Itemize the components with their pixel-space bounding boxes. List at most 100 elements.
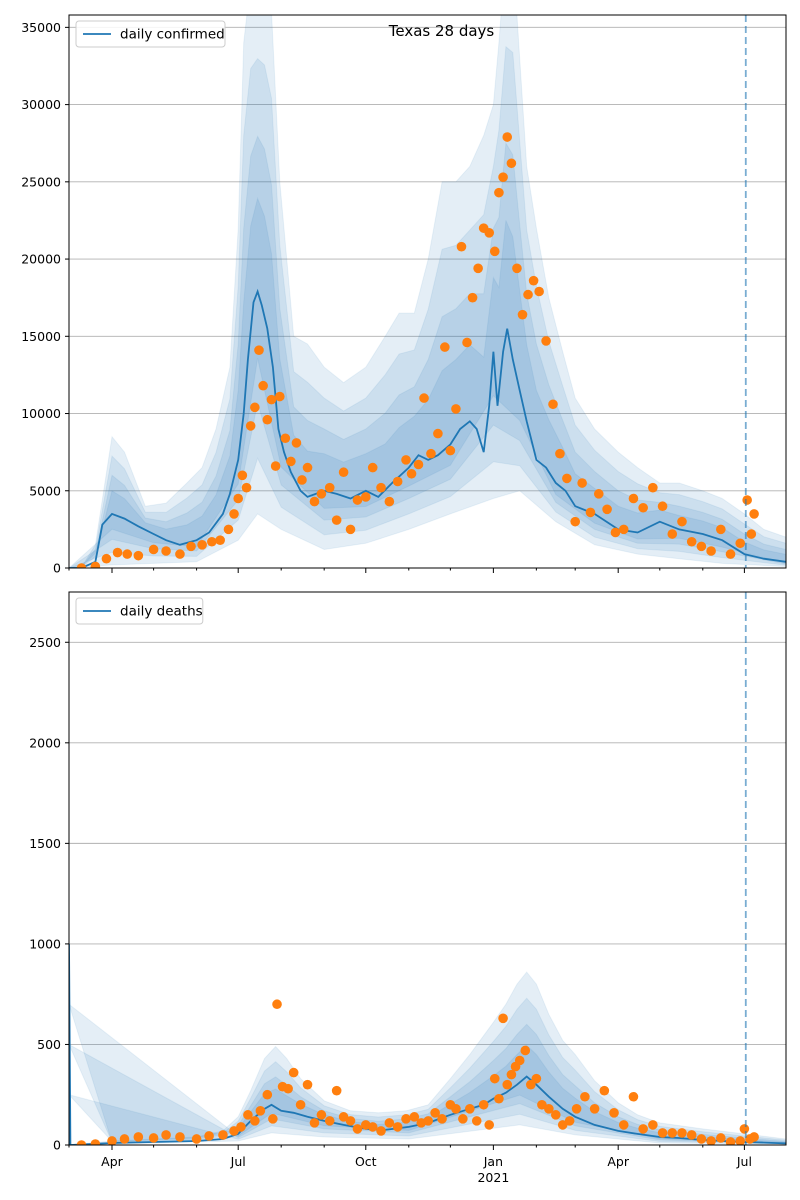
data-point xyxy=(696,1134,707,1144)
x-tick-label: Jul xyxy=(736,1154,752,1169)
data-point xyxy=(133,550,144,561)
legend-label: daily confirmed xyxy=(120,27,225,43)
data-point xyxy=(197,540,207,550)
data-point xyxy=(725,1137,736,1145)
data-point xyxy=(367,1122,378,1132)
data-point xyxy=(161,1130,171,1140)
y-tick-label: 2500 xyxy=(29,635,61,650)
data-point xyxy=(609,1108,619,1118)
data-point xyxy=(534,286,544,297)
data-point xyxy=(133,1132,144,1142)
data-point xyxy=(667,1128,678,1138)
data-point xyxy=(498,172,508,182)
data-point xyxy=(122,549,133,559)
data-point xyxy=(352,1124,363,1134)
data-point xyxy=(677,1128,687,1138)
data-point xyxy=(286,456,296,467)
data-point xyxy=(686,536,697,547)
data-point xyxy=(90,561,101,568)
data-point xyxy=(233,493,243,504)
data-point xyxy=(555,448,565,459)
data-point xyxy=(401,455,411,465)
data-point xyxy=(360,492,371,502)
data-point xyxy=(90,1139,101,1145)
y-tick-label: 5000 xyxy=(29,483,61,498)
data-point xyxy=(478,1099,489,1110)
data-point xyxy=(392,476,403,487)
data-point xyxy=(324,1116,335,1126)
data-point xyxy=(384,496,395,507)
data-point xyxy=(484,1120,495,1130)
data-point xyxy=(628,1091,639,1102)
data-point xyxy=(512,263,522,274)
data-point xyxy=(571,1104,582,1114)
data-point xyxy=(148,544,159,555)
data-point xyxy=(236,1122,246,1132)
data-point xyxy=(506,158,517,169)
data-point xyxy=(564,1116,575,1126)
data-point xyxy=(245,421,256,431)
data-point xyxy=(523,289,533,300)
data-point xyxy=(207,536,217,547)
data-point xyxy=(437,1114,447,1124)
data-point xyxy=(706,1136,716,1145)
data-point xyxy=(161,546,171,556)
data-point xyxy=(548,399,558,410)
data-point xyxy=(423,1116,433,1126)
legend: daily deaths xyxy=(75,597,204,625)
data-point xyxy=(175,549,185,559)
data-point xyxy=(367,462,378,473)
data-point xyxy=(657,1128,668,1138)
data-point xyxy=(517,309,528,320)
y-tick-label: 25000 xyxy=(21,174,61,189)
data-point xyxy=(502,132,513,142)
data-point xyxy=(494,1093,504,1104)
data-point xyxy=(471,1116,482,1126)
data-point xyxy=(593,489,604,499)
data-point xyxy=(406,468,417,479)
data-point xyxy=(331,1085,342,1096)
data-point xyxy=(484,228,495,238)
data-point xyxy=(433,428,443,439)
data-point xyxy=(585,507,596,518)
data-point xyxy=(451,1104,461,1114)
data-point xyxy=(648,482,658,493)
data-point xyxy=(638,1124,648,1134)
data-point xyxy=(528,275,539,286)
data-point xyxy=(338,1112,349,1122)
data-point xyxy=(255,1106,266,1116)
data-point xyxy=(112,547,123,558)
data-point xyxy=(648,1120,658,1130)
data-point xyxy=(531,1073,542,1084)
data-point xyxy=(229,509,239,519)
data-point xyxy=(618,1120,629,1130)
data-point xyxy=(506,1069,517,1080)
data-point xyxy=(498,1013,508,1024)
y-tick-label: 30000 xyxy=(21,97,61,112)
data-point xyxy=(266,394,277,405)
data-point xyxy=(302,462,313,473)
data-point xyxy=(280,433,291,444)
data-point xyxy=(262,414,273,425)
data-point xyxy=(706,546,716,556)
data-point xyxy=(384,1118,395,1128)
data-point xyxy=(392,1122,403,1132)
data-point xyxy=(324,482,335,493)
data-point xyxy=(218,1130,228,1140)
data-point xyxy=(462,337,472,348)
data-point xyxy=(148,1133,159,1143)
data-point xyxy=(376,482,386,493)
legend-label: daily deaths xyxy=(120,604,203,620)
data-point xyxy=(502,1079,513,1090)
data-point xyxy=(735,1136,746,1145)
y-tick-label: 1500 xyxy=(29,836,61,851)
data-point xyxy=(638,502,648,513)
data-point xyxy=(243,1110,253,1120)
data-point xyxy=(562,473,572,484)
data-point xyxy=(268,1114,278,1124)
data-point xyxy=(602,504,612,515)
data-point xyxy=(283,1083,293,1094)
data-point xyxy=(262,1089,273,1100)
data-point xyxy=(272,999,282,1010)
